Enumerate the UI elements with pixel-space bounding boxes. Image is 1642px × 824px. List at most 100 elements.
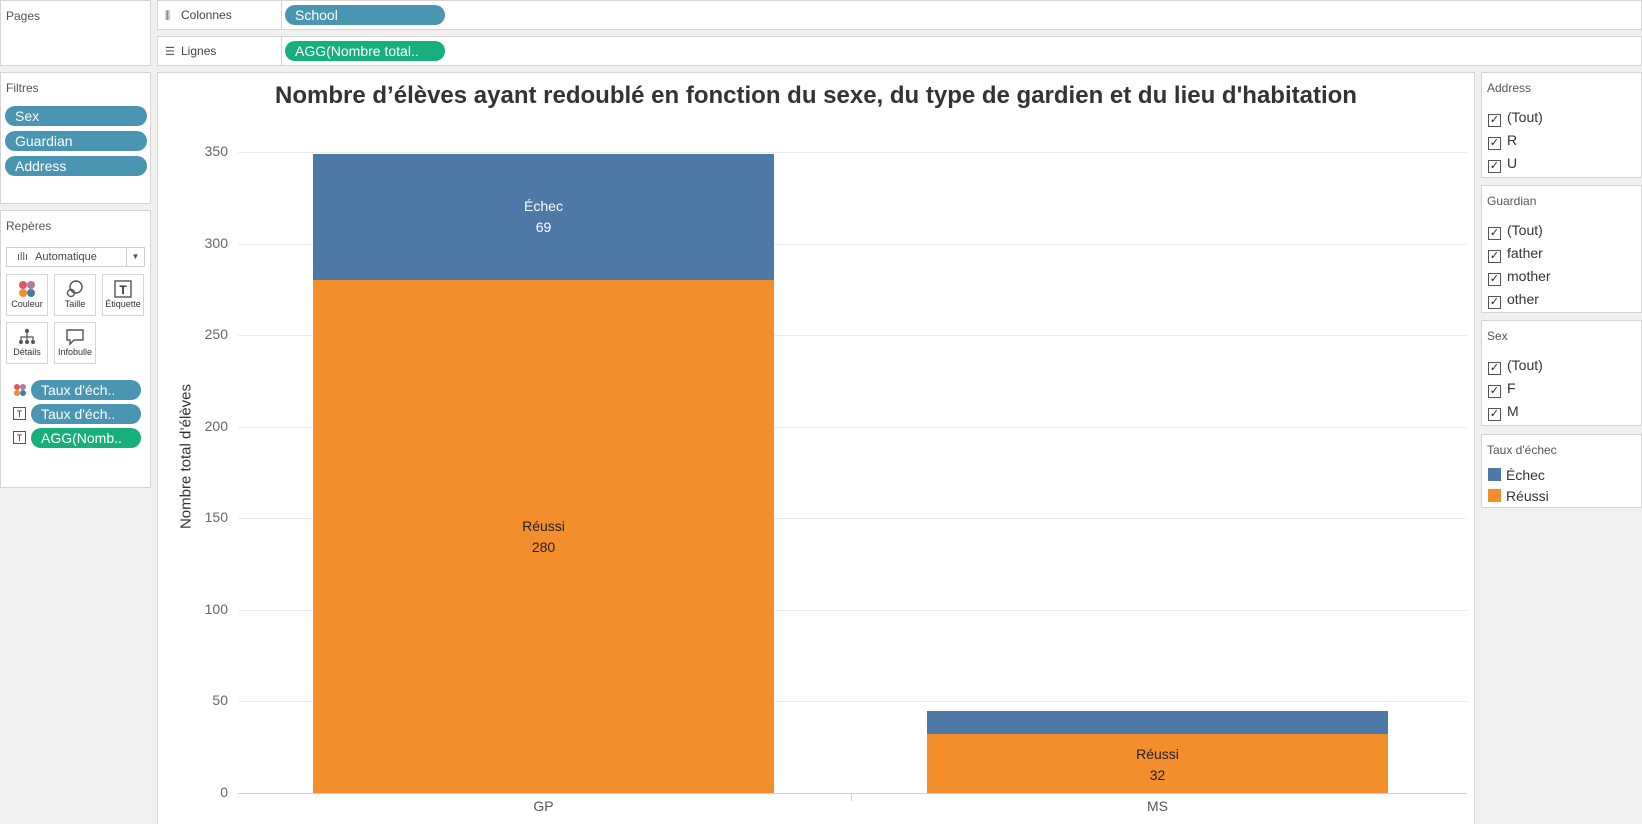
y-tick-label: 250 — [204, 326, 228, 343]
y-tick-label: 200 — [204, 417, 228, 434]
filter-pill-sex[interactable]: Sex — [5, 106, 147, 126]
filter-pill-address[interactable]: Address — [5, 156, 147, 176]
checkbox-checked-icon[interactable]: ✓ — [1488, 227, 1501, 240]
address-option-all[interactable]: ✓ (Tout) — [1488, 109, 1543, 127]
address-filter-card: Address ✓ (Tout) ✓ R ✓ U — [1481, 72, 1642, 178]
size-button[interactable]: Taille — [54, 274, 96, 316]
gridline — [238, 243, 1467, 245]
y-tick-label: 0 — [220, 784, 228, 800]
marks-title: Repères — [6, 219, 52, 233]
chevron-down-icon[interactable]: ▼ — [126, 248, 144, 266]
columns-shelf[interactable]: ⫼ Colonnes School — [157, 0, 1642, 30]
detail-icon — [7, 323, 47, 347]
checkbox-checked-icon[interactable]: ✓ — [1488, 385, 1501, 398]
bar-gp-echec[interactable] — [313, 153, 774, 281]
checkbox-checked-icon[interactable]: ✓ — [1488, 408, 1501, 421]
rows-shelf[interactable]: ☰ Lignes AGG(Nombre total.. — [157, 36, 1642, 66]
filters-title: Filtres — [6, 81, 39, 95]
data-label-gp-echec: Échec 69 — [313, 196, 774, 238]
mark-pill-color[interactable]: Taux d'éch.. — [31, 380, 141, 400]
color-dots-icon — [13, 383, 27, 402]
tooltip-button-label: Infobulle — [57, 347, 93, 357]
legend-item-echec[interactable]: Échec — [1488, 465, 1545, 485]
guardian-option-father[interactable]: ✓ father — [1488, 245, 1543, 263]
guardian-option-other[interactable]: ✓ other — [1488, 291, 1539, 309]
y-tick-label: 50 — [212, 692, 228, 709]
pane-divider — [851, 793, 852, 801]
bar-label-value: 32 — [1149, 767, 1166, 783]
svg-text:T: T — [119, 283, 127, 297]
y-tick-label: 300 — [204, 234, 228, 251]
tooltip-button[interactable]: Infobulle — [54, 322, 96, 364]
pages-panel: Pages — [0, 0, 151, 66]
label-icon: T — [103, 275, 143, 299]
gridline — [238, 609, 1467, 611]
color-button-label: Couleur — [11, 299, 43, 309]
mark-type-dropdown[interactable]: ıllı Automatique ▼ — [6, 247, 145, 267]
color-icon — [7, 275, 47, 299]
columns-shelf-label: Colonnes — [181, 8, 232, 22]
data-label-ms-reussi: Réussi 32 — [927, 744, 1388, 786]
svg-text:T: T — [17, 409, 23, 419]
legend-item-reussi[interactable]: Réussi — [1488, 486, 1549, 506]
bar-gp-reussi[interactable] — [313, 280, 774, 793]
size-icon — [55, 275, 95, 299]
guardian-filter-title: Guardian — [1487, 194, 1537, 208]
filter-pill-guardian[interactable]: Guardian — [5, 131, 147, 151]
bar-ms-echec[interactable] — [927, 710, 1388, 735]
rows-shelf-label: Lignes — [181, 44, 217, 58]
checkbox-checked-icon[interactable]: ✓ — [1488, 160, 1501, 173]
address-option-u[interactable]: ✓ U — [1488, 155, 1518, 173]
marks-panel: Repères ıllı Automatique ▼ Couleur Taill… — [0, 210, 151, 488]
checkbox-checked-icon[interactable]: ✓ — [1488, 296, 1501, 309]
mark-field-row: T Taux d'éch.. — [11, 403, 146, 425]
color-button[interactable]: Couleur — [6, 274, 48, 316]
y-tick-label: 350 — [204, 143, 228, 159]
detail-button-label: Détails — [13, 347, 41, 357]
mark-field-row: T AGG(Nomb.. — [11, 427, 146, 449]
x-tick-label: MS — [1147, 798, 1168, 814]
label-button[interactable]: T Étiquette — [102, 274, 144, 316]
legend-swatch-echec — [1488, 468, 1501, 481]
data-label-gp-reussi: Réussi 280 — [313, 516, 774, 558]
address-filter-title: Address — [1487, 81, 1532, 95]
bar-ms-reussi[interactable] — [927, 734, 1388, 793]
sex-filter-card: Sex ✓ (Tout) ✓ F ✓ M — [1481, 320, 1642, 426]
checkbox-checked-icon[interactable]: ✓ — [1488, 362, 1501, 375]
checkbox-checked-icon[interactable]: ✓ — [1488, 273, 1501, 286]
chart-title: Nombre d’élèves ayant redoublé en foncti… — [275, 82, 1357, 109]
size-button-label: Taille — [64, 299, 86, 309]
gridline — [238, 793, 1467, 794]
legend-swatch-reussi — [1488, 489, 1501, 502]
checkbox-checked-icon[interactable]: ✓ — [1488, 114, 1501, 127]
sex-filter-title: Sex — [1487, 329, 1508, 343]
columns-pill-school[interactable]: School — [285, 5, 445, 25]
detail-button[interactable]: Détails — [6, 322, 48, 364]
gridline — [238, 701, 1467, 703]
guardian-option-mother[interactable]: ✓ mother — [1488, 268, 1551, 286]
mark-pill-label[interactable]: Taux d'éch.. — [31, 404, 141, 424]
sex-option-m[interactable]: ✓ M — [1488, 403, 1519, 421]
bar-label-category: Réussi — [522, 518, 565, 534]
mark-pill-agg[interactable]: AGG(Nomb.. — [31, 428, 141, 448]
label-button-label: Étiquette — [105, 299, 141, 309]
checkbox-checked-icon[interactable]: ✓ — [1488, 137, 1501, 150]
filters-panel: Filtres Sex Guardian Address — [0, 72, 151, 204]
bar-chart-icon: ıllı — [17, 251, 28, 263]
address-option-r[interactable]: ✓ R — [1488, 132, 1518, 150]
shelf-divider — [281, 1, 282, 29]
sex-option-all[interactable]: ✓ (Tout) — [1488, 357, 1543, 375]
checkbox-checked-icon[interactable]: ✓ — [1488, 250, 1501, 263]
bar-label-category: Échec — [524, 198, 563, 214]
rows-pill-agg[interactable]: AGG(Nombre total.. — [285, 41, 445, 61]
y-tick-label: 150 — [204, 509, 228, 526]
text-icon: T — [13, 431, 26, 449]
gridline — [238, 152, 1467, 153]
pages-title: Pages — [6, 9, 41, 23]
sex-option-f[interactable]: ✓ F — [1488, 380, 1516, 398]
bar-label-category: Réussi — [1136, 746, 1179, 762]
text-icon: T — [13, 407, 26, 425]
guardian-option-all[interactable]: ✓ (Tout) — [1488, 222, 1543, 240]
svg-text:T: T — [17, 433, 23, 443]
legend-title: Taux d'échec — [1487, 443, 1557, 457]
